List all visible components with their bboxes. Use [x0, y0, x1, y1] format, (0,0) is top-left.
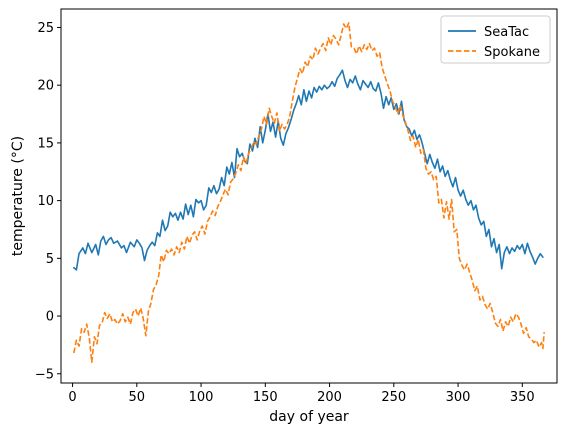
- x-tick-label: 300: [446, 390, 471, 405]
- x-axis-ticks: 0 50 100 150 200 250 300 350: [68, 383, 535, 405]
- plot-area: [73, 22, 545, 364]
- y-tick-label: 5: [46, 252, 54, 267]
- axes-frame: [60, 8, 558, 384]
- x-tick-label: 250: [381, 390, 406, 405]
- series-line-seatac: [73, 69, 544, 271]
- x-tick-label: 0: [68, 390, 76, 405]
- series-line-spokane: [73, 22, 545, 364]
- y-tick-label: 0: [46, 310, 54, 325]
- legend-spokane-label: Spokane: [484, 45, 540, 60]
- x-tick-label: 50: [129, 390, 146, 405]
- y-tick-label: 25: [37, 21, 54, 36]
- legend: SeaTac Spokane: [440, 15, 551, 64]
- x-tick-label: 350: [510, 390, 535, 405]
- legend-seatac-label: SeaTac: [484, 25, 529, 40]
- y-tick-label: 10: [37, 194, 54, 209]
- x-tick-label: 200: [317, 390, 342, 405]
- x-tick-label: 100: [189, 390, 214, 405]
- x-tick-label: 150: [253, 390, 278, 405]
- y-axis-label: temperature (°C): [10, 136, 26, 256]
- y-axis-ticks: −5 0 5 10 15 20 25: [35, 21, 61, 382]
- y-tick-label: 15: [37, 136, 54, 151]
- y-tick-label: −5: [35, 367, 54, 382]
- y-tick-label: 20: [37, 79, 54, 94]
- x-axis-label: day of year: [269, 409, 349, 425]
